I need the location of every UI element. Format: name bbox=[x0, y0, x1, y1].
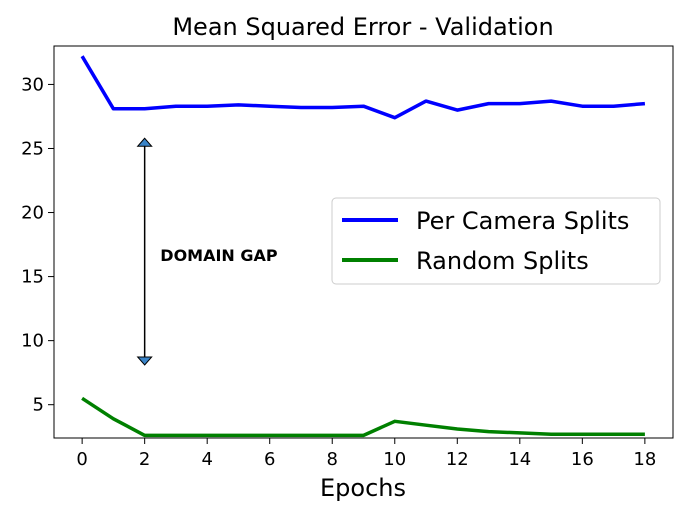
y-tick-label: 25 bbox=[21, 138, 44, 159]
legend-box bbox=[331, 197, 661, 285]
x-tick-label: 8 bbox=[327, 449, 338, 470]
x-tick-label: 10 bbox=[383, 449, 406, 470]
y-tick-label: 10 bbox=[21, 331, 44, 352]
x-tick-label: 6 bbox=[264, 449, 275, 470]
series-line-random-splits bbox=[81, 396, 645, 438]
x-tick-label: 2 bbox=[139, 449, 150, 470]
y-tick-label: 15 bbox=[21, 267, 44, 288]
x-axis: 0 2 4 6 8 10 12 14 16 18 bbox=[76, 438, 656, 470]
domain-gap-label: DOMAIN GAP bbox=[160, 246, 278, 265]
chart-title: Mean Squared Error - Validation bbox=[172, 13, 553, 41]
y-tick-label: 20 bbox=[21, 203, 44, 224]
y-tick-label: 30 bbox=[21, 74, 44, 95]
y-tick-label: 5 bbox=[33, 395, 44, 416]
domain-gap-annotation: DOMAIN GAP bbox=[136, 137, 278, 366]
plot-area bbox=[80, 55, 646, 438]
x-tick-label: 0 bbox=[76, 449, 87, 470]
x-axis-label: Epochs bbox=[320, 474, 406, 502]
x-tick-label: 4 bbox=[201, 449, 212, 470]
x-tick-label: 16 bbox=[571, 449, 594, 470]
x-tick-label: 14 bbox=[508, 449, 531, 470]
y-axis: 5 10 15 20 25 30 bbox=[21, 74, 54, 416]
arrow-head-down bbox=[136, 356, 153, 366]
x-tick-label: 18 bbox=[633, 449, 656, 470]
legend-label-per-camera-splits: Per Camera Splits bbox=[416, 207, 629, 235]
legend-label-random-splits: Random Splits bbox=[416, 247, 589, 275]
plot-frame bbox=[53, 45, 674, 439]
arrow-head-up bbox=[136, 137, 153, 147]
x-tick-label: 12 bbox=[446, 449, 469, 470]
series-line-per-camera-splits bbox=[80, 55, 646, 120]
legend: Per Camera Splits Random Splits bbox=[331, 197, 661, 285]
